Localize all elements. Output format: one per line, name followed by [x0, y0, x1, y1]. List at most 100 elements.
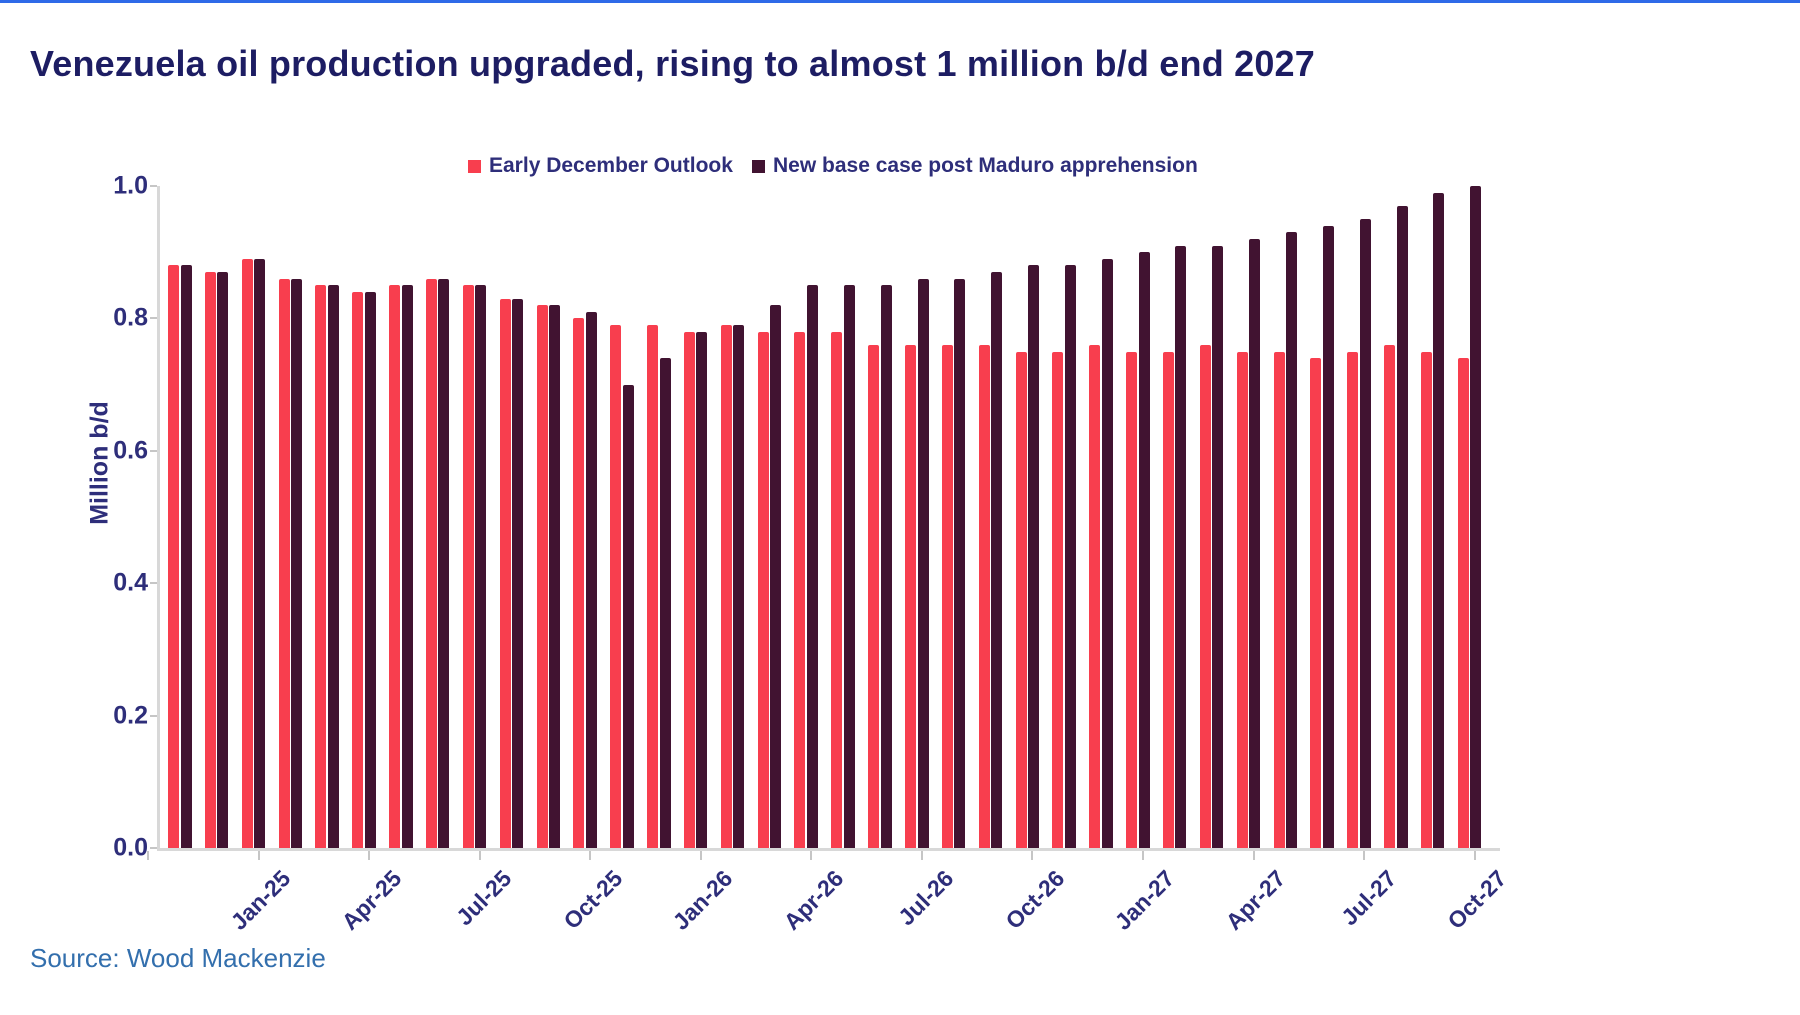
bar-early-december-outlook — [1015, 351, 1027, 848]
x-tick-mark — [1141, 851, 1144, 860]
x-tick-label: Jan-27 — [1109, 865, 1180, 935]
bar-early-december-outlook — [905, 344, 916, 848]
bar-early-december-outlook — [610, 325, 622, 848]
bar-early-december-outlook — [1162, 351, 1174, 848]
x-tick-mark — [1031, 851, 1034, 860]
bar-early-december-outlook — [941, 344, 953, 848]
y-tick-label: 0.6 — [113, 436, 148, 465]
bar-new-base-case — [1322, 225, 1334, 848]
bar-new-base-case — [512, 298, 524, 848]
x-tick-label: Apr-26 — [778, 865, 849, 935]
x-tick-mark — [810, 851, 813, 860]
bar-new-base-case — [843, 285, 855, 848]
x-tick-mark — [257, 851, 260, 860]
bar-new-base-case — [1101, 258, 1113, 848]
y-tick-label: 0.8 — [113, 303, 148, 332]
bar-early-december-outlook — [425, 278, 437, 848]
bar-new-base-case — [1470, 186, 1482, 848]
bar-early-december-outlook — [536, 305, 548, 848]
bar-early-december-outlook — [1052, 351, 1064, 848]
bar-early-december-outlook — [1310, 358, 1322, 848]
x-tick-mark — [1363, 851, 1366, 860]
bar-new-base-case — [327, 285, 339, 848]
legend-entry-new-base-case: New base case post Maduro apprehension — [752, 153, 1198, 179]
x-tick-mark — [699, 851, 702, 860]
bar-early-december-outlook — [1126, 351, 1138, 848]
bar-new-base-case — [770, 305, 782, 848]
bar-new-base-case — [696, 331, 708, 848]
x-tick-label: Apr-25 — [336, 865, 406, 935]
x-tick-label: Jan-25 — [225, 865, 296, 935]
x-tick-label: Jul-27 — [1335, 865, 1401, 931]
bar-early-december-outlook — [499, 298, 511, 848]
bar-early-december-outlook — [647, 325, 659, 848]
bar-new-base-case — [917, 278, 929, 848]
bar-new-base-case — [549, 305, 560, 848]
legend-label-new-base-case: New base case post Maduro apprehension — [773, 154, 1198, 177]
bar-new-base-case — [1433, 192, 1445, 848]
y-tick-label: 1.0 — [113, 171, 148, 200]
x-tick-label: Oct-26 — [1000, 865, 1070, 935]
x-tick-mark — [1473, 851, 1476, 860]
bar-new-base-case — [217, 272, 229, 848]
bar-early-december-outlook — [462, 285, 474, 848]
bar-early-december-outlook — [1236, 351, 1248, 848]
bar-early-december-outlook — [1420, 351, 1432, 848]
bar-new-base-case — [880, 285, 892, 848]
source-attribution: Source: Wood Mackenzie — [30, 943, 326, 973]
bar-new-base-case — [1175, 245, 1187, 848]
bar-early-december-outlook — [168, 265, 179, 848]
x-tick-mark — [1252, 851, 1255, 860]
bar-new-base-case — [291, 278, 303, 848]
bar-new-base-case — [254, 258, 266, 848]
bar-early-december-outlook — [1273, 351, 1285, 848]
x-tick-label: Jan-26 — [667, 865, 738, 935]
bar-early-december-outlook — [1384, 344, 1396, 848]
x-tick-mark — [368, 851, 371, 860]
bar-new-base-case — [1286, 232, 1297, 848]
x-tick-label: Oct-27 — [1442, 865, 1512, 935]
bar-early-december-outlook — [868, 344, 880, 848]
bar-new-base-case — [806, 285, 818, 848]
bar-new-base-case — [1028, 265, 1040, 848]
bar-new-base-case — [991, 272, 1003, 848]
bar-early-december-outlook — [1089, 344, 1101, 848]
bar-new-base-case — [659, 358, 671, 848]
y-tick-mark — [150, 582, 157, 585]
x-tick-mark — [920, 851, 923, 860]
bar-early-december-outlook — [1347, 351, 1359, 848]
bar-early-december-outlook — [204, 272, 216, 848]
legend-entry-early-december: Early December Outlook — [468, 153, 733, 179]
bar-new-base-case — [180, 265, 192, 848]
legend-swatch-red-icon — [468, 159, 481, 173]
y-axis-line — [157, 186, 160, 851]
x-tick-mark — [478, 851, 481, 860]
bar-early-december-outlook — [1457, 358, 1469, 848]
y-tick-mark — [150, 449, 157, 452]
bar-early-december-outlook — [683, 331, 695, 848]
x-axis-line — [157, 848, 1500, 851]
y-tick-mark — [150, 714, 157, 717]
legend-label-early-december: Early December Outlook — [489, 154, 733, 177]
x-tick-label: Jul-25 — [451, 865, 517, 931]
bar-new-base-case — [622, 384, 634, 848]
bar-early-december-outlook — [757, 331, 769, 848]
y-tick-label: 0.4 — [113, 568, 148, 597]
x-tick-label: Jul-26 — [893, 865, 959, 931]
bar-early-december-outlook — [278, 278, 290, 848]
bar-early-december-outlook — [315, 285, 327, 848]
bar-new-base-case — [438, 278, 450, 848]
bar-new-base-case — [1396, 205, 1408, 848]
bar-new-base-case — [401, 285, 413, 848]
x-tick-label: Apr-27 — [1220, 865, 1291, 935]
chart-title: Venezuela oil production upgraded, risin… — [30, 43, 1315, 84]
bar-early-december-outlook — [831, 331, 843, 848]
x-tick-label: Oct-25 — [558, 865, 628, 935]
x-tick-mark — [589, 851, 592, 860]
y-tick-mark — [150, 317, 157, 320]
bar-early-december-outlook — [720, 325, 732, 848]
y-tick-mark — [150, 847, 157, 849]
bar-new-base-case — [475, 285, 487, 848]
bar-new-base-case — [1249, 238, 1261, 848]
